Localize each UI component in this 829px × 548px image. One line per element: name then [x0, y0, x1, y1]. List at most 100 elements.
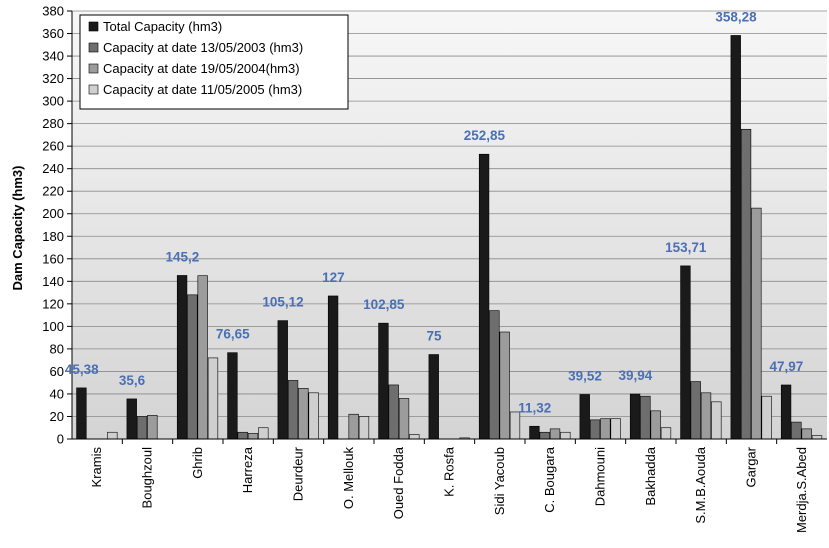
- data-label: 102,85: [363, 297, 405, 312]
- category-label: K. Rosfa: [442, 446, 457, 497]
- y-tick-label: 140: [42, 274, 64, 289]
- legend-swatch: [88, 63, 99, 74]
- bar-1: [579, 394, 590, 440]
- bar-3: [650, 410, 661, 440]
- y-tick-label: 200: [42, 206, 64, 221]
- y-tick-label: 260: [42, 139, 64, 154]
- bar-4: [560, 431, 571, 440]
- legend-swatch: [88, 84, 99, 95]
- bar-4: [509, 411, 521, 440]
- data-label: 105,12: [262, 295, 303, 310]
- data-label: 45,38: [65, 362, 99, 377]
- legend-label: Capacity at date 11/05/2005 (hm3): [103, 82, 302, 97]
- bar-1: [680, 265, 691, 440]
- y-tick-label: 160: [42, 251, 64, 266]
- y-tick-label: 280: [42, 116, 64, 131]
- bar-2: [388, 384, 399, 440]
- bar-1: [478, 153, 490, 440]
- bar-3: [348, 413, 359, 440]
- category-label: S.M.B.Aouda: [693, 446, 708, 523]
- bar-3: [700, 392, 712, 440]
- category-label: Bakhadda: [643, 446, 658, 505]
- bar-3: [298, 388, 309, 440]
- data-label: 76,65: [216, 327, 250, 342]
- bars: [76, 35, 823, 440]
- y-tick-label: 0: [57, 432, 64, 447]
- y-tick-label: 120: [42, 296, 64, 311]
- y-tick-label: 360: [42, 26, 64, 41]
- bar-3: [247, 433, 259, 440]
- bar-4: [207, 357, 219, 440]
- bar-1: [428, 354, 439, 440]
- bar-2: [187, 294, 198, 440]
- bar-2: [237, 431, 248, 440]
- legend: Total Capacity (hm3) Capacity at date 13/…: [79, 14, 349, 110]
- bar-2: [791, 421, 802, 440]
- data-label: 75: [427, 329, 443, 344]
- legend-swatch: [88, 42, 99, 53]
- bar-2: [740, 128, 752, 440]
- bar-3: [499, 331, 510, 440]
- bar-2: [489, 310, 500, 440]
- bar-4: [409, 434, 420, 440]
- bar-1: [529, 425, 540, 440]
- bar-4: [761, 395, 772, 440]
- legend-swatch: [88, 21, 99, 32]
- bar-4: [358, 416, 370, 440]
- data-label: 39,94: [618, 368, 652, 383]
- data-label: 358,28: [715, 9, 757, 24]
- category-label: Harreza: [240, 446, 255, 493]
- bar-3: [751, 207, 762, 440]
- bar-1: [629, 393, 641, 440]
- bar-1: [327, 295, 339, 440]
- y-tick-label: 300: [42, 94, 64, 109]
- category-label: Merdja.S.Abed: [794, 447, 809, 533]
- bar-2: [589, 419, 601, 440]
- data-label: 47,97: [769, 359, 803, 374]
- y-tick-label: 240: [42, 161, 64, 176]
- bar-1: [76, 387, 87, 440]
- category-label: Deurdeur: [291, 446, 306, 501]
- bar-2: [640, 395, 651, 440]
- data-label: 35,6: [119, 373, 146, 388]
- bar-3: [801, 428, 812, 440]
- bar-4: [660, 427, 672, 440]
- data-label: 153,71: [665, 240, 707, 255]
- bar-2: [690, 381, 701, 440]
- bar-3: [549, 428, 561, 440]
- category-label: Boughzoul: [140, 447, 155, 509]
- y-tick-label: 80: [50, 341, 64, 356]
- bar-4: [811, 435, 823, 440]
- y-tick-label: 320: [42, 71, 64, 86]
- y-tick-label: 220: [42, 184, 64, 199]
- bar-3: [398, 398, 410, 440]
- bar-1: [277, 320, 288, 440]
- bar-1: [378, 322, 389, 440]
- data-label: 145,2: [165, 249, 199, 264]
- category-label: Gargar: [744, 446, 759, 487]
- bar-4: [711, 401, 722, 440]
- x-category-labels: Kramis Boughzoul Ghrib Harreza Deurdeur O. Me…: [89, 446, 809, 533]
- legend-label: Capacity at date 19/05/2004(hm3): [103, 61, 300, 76]
- legend-box: [79, 14, 349, 110]
- data-label: 127: [322, 270, 345, 285]
- bar-3: [600, 418, 611, 440]
- y-tick-label: 340: [42, 49, 64, 64]
- bar-1: [780, 384, 792, 440]
- category-label: Sidi Yacoub: [492, 447, 507, 515]
- category-label: Kramis: [89, 447, 104, 488]
- category-label: C. Bougara: [542, 446, 557, 513]
- legend-label: Capacity at date 13/05/2003 (hm3): [103, 40, 303, 55]
- category-label: Ghrib: [190, 447, 205, 479]
- data-labels: 45,38 35,6 145,2 76,65 105,12 127 102,85 75 252,…: [65, 9, 803, 415]
- category-label: O. Mellouk: [341, 447, 356, 510]
- axes: [71, 11, 827, 444]
- bar-4: [107, 431, 118, 440]
- y-tick-label: 180: [42, 229, 64, 244]
- y-tick-label: 60: [50, 364, 64, 379]
- bar-1: [730, 35, 741, 440]
- bar-4: [610, 418, 621, 440]
- data-label: 39,52: [568, 368, 602, 383]
